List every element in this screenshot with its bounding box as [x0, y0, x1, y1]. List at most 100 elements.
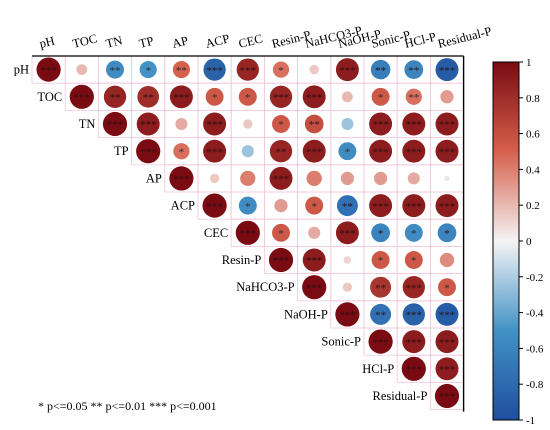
correlation-circle [373, 171, 388, 186]
significance-stars: *** [240, 228, 257, 240]
correlation-circle [309, 64, 319, 75]
significance-stars: * [378, 255, 384, 267]
significance-stars: *** [372, 146, 389, 158]
significance-stars: *** [406, 337, 423, 349]
significance-stars: *** [339, 65, 356, 77]
correlation-circle [272, 61, 290, 78]
correlation-circle [304, 114, 324, 134]
significance-stars: * [145, 65, 151, 77]
correlation-circle [169, 85, 193, 109]
correlation-circle [402, 303, 425, 326]
correlation-circle [203, 112, 227, 136]
significance-stars: *** [406, 201, 423, 213]
correlation-circle [240, 170, 256, 187]
significance-stars: *** [74, 92, 91, 104]
significance-stars: * [311, 201, 317, 213]
significance-stars: ** [143, 92, 154, 104]
correlation-circle [404, 60, 424, 79]
correlation-circle [435, 112, 459, 136]
significance-stars: * [179, 146, 185, 158]
correlation-circle [402, 112, 426, 136]
correlation-circle [369, 112, 393, 136]
correlation-circle [405, 88, 422, 105]
correlation-circle [402, 330, 426, 354]
correlation-circle [338, 142, 357, 161]
colorbar-tick-label: 0.2 [526, 200, 540, 212]
row-label: Residual-P [373, 389, 428, 403]
correlation-circle [371, 87, 390, 106]
significance-stars: ** [176, 65, 187, 77]
correlation-circle [136, 139, 161, 164]
correlation-circle [308, 226, 321, 239]
significance-stars: ** [375, 310, 386, 322]
correlation-circle [435, 302, 459, 326]
correlation-circle [435, 139, 459, 163]
significance-stars: *** [439, 119, 456, 131]
row-label: ACP [171, 199, 195, 213]
correlation-circle [76, 64, 88, 76]
correlation-circle [369, 139, 393, 163]
significance-stars: * [278, 228, 284, 240]
significance-stars: *** [173, 92, 190, 104]
significance-stars: ** [342, 201, 353, 213]
significance-stars: * [278, 119, 284, 131]
correlation-circle [402, 194, 426, 218]
column-label: AP [171, 33, 190, 50]
significance-stars: *** [306, 146, 323, 158]
significance-stars: ** [309, 119, 320, 131]
significance-stars: *** [306, 92, 323, 104]
correlation-circle [368, 329, 393, 354]
correlation-circle [139, 61, 157, 79]
correlation-circle [340, 171, 355, 186]
significance-stars: *** [372, 119, 389, 131]
correlation-circle [371, 251, 390, 269]
row-label: CEC [204, 226, 228, 240]
significance-stars: *** [206, 119, 223, 131]
significance-stars: * [411, 228, 417, 240]
correlation-circle [243, 119, 253, 129]
correlation-circle [238, 87, 257, 106]
correlation-circle [274, 198, 288, 213]
correlation-circle [241, 145, 254, 158]
significance-legend: * p<=0.05 ** p<=0.01 *** p<=0.001 [38, 399, 217, 413]
significance-stars: ** [375, 282, 386, 294]
correlation-circle [370, 59, 391, 80]
correlation-circle [238, 196, 257, 215]
correlation-circle [102, 111, 128, 137]
row-label: NaOH-P [284, 307, 328, 321]
significance-stars: *** [140, 119, 157, 131]
significance-stars: *** [206, 201, 223, 213]
correlation-circle [169, 166, 194, 191]
significance-stars: ** [408, 65, 419, 77]
significance-stars: * [278, 65, 284, 77]
significance-stars: *** [240, 65, 257, 77]
significance-stars: *** [406, 119, 423, 131]
correlation-circle [305, 196, 324, 215]
row-label: TP [114, 144, 129, 158]
row-label: NaHCO3-P [236, 280, 294, 294]
column-label: TN [104, 33, 124, 51]
colorbar [492, 61, 520, 421]
correlation-circle [302, 275, 327, 300]
correlation-circle [404, 223, 423, 242]
significance-stars: * [378, 228, 384, 240]
significance-stars: ** [408, 92, 419, 104]
correlation-circle [342, 282, 353, 292]
correlation-circle [336, 195, 358, 217]
correlation-circle [235, 220, 260, 245]
correlation-circle [335, 302, 360, 327]
colorbar-tick-label: -0.2 [526, 272, 543, 284]
significance-stars: *** [339, 310, 356, 322]
significance-stars: *** [406, 146, 423, 158]
correlation-circle [173, 143, 190, 160]
significance-stars: *** [406, 364, 423, 376]
correlation-circle [434, 383, 460, 409]
correlation-circle [269, 85, 293, 108]
significance-stars: *** [306, 255, 323, 267]
correlation-circle [136, 112, 160, 136]
correlation-circle [302, 85, 326, 109]
correlation-circle [203, 139, 227, 163]
significance-stars: ** [110, 65, 121, 77]
row-label: HCl-P [362, 362, 394, 376]
significance-stars: *** [206, 65, 223, 77]
